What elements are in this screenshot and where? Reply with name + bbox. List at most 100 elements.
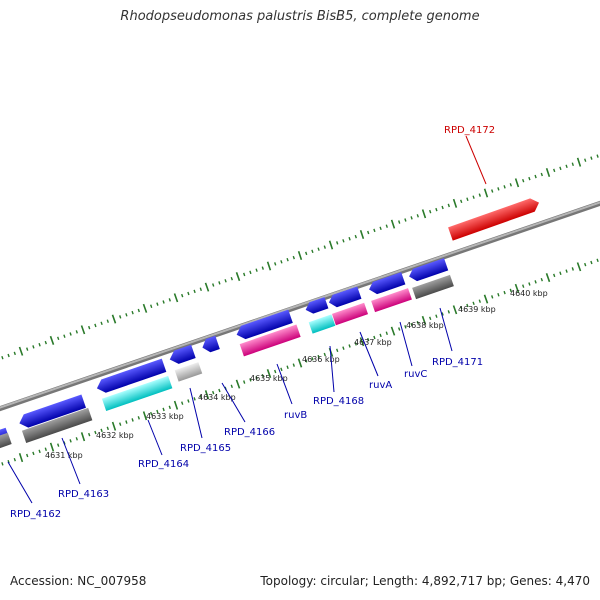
- scale-tick: [286, 365, 289, 370]
- scale-tick: [88, 432, 91, 437]
- scale-tick: [187, 291, 190, 296]
- gene-ruvc[interactable]: [367, 272, 406, 296]
- scale-tick: [545, 273, 551, 283]
- scale-tick: [173, 400, 179, 410]
- kbp-label: 4635 kbp: [250, 374, 288, 383]
- scale-tick: [447, 203, 450, 208]
- scale-tick: [404, 325, 407, 329]
- gene-label-rpd-4164[interactable]: RPD_4164: [138, 459, 189, 470]
- scale-tick: [497, 187, 500, 191]
- scale-tick: [199, 395, 202, 399]
- gene-label-rpd-4171[interactable]: RPD_4171: [432, 357, 483, 368]
- gene-label-rpd-4163[interactable]: RPD_4163: [58, 489, 109, 500]
- scale-tick: [509, 183, 512, 187]
- gene-rpd-4165[interactable]: [167, 344, 196, 366]
- scale-tick: [255, 268, 258, 272]
- scale-tick: [336, 348, 339, 353]
- scale-tick: [218, 388, 221, 393]
- gene-label-ruva[interactable]: ruvA: [369, 380, 392, 391]
- scale-tick: [559, 271, 562, 276]
- scale-tick: [111, 314, 117, 324]
- scale-tick: [491, 295, 494, 299]
- scale-tick: [359, 230, 365, 240]
- gene-label-ruvb[interactable]: ruvB: [284, 410, 307, 421]
- scale-tick: [44, 447, 47, 452]
- scale-tick: [274, 369, 277, 374]
- kbp-labels: 4631 kbp 4632 kbp 4633 kbp 4634 kbp 4635…: [45, 289, 548, 460]
- scale-tick: [125, 313, 128, 317]
- scale-tick: [571, 162, 574, 167]
- scale-tick: [497, 292, 500, 297]
- scale-tick: [305, 251, 308, 256]
- scale-tick: [261, 266, 264, 270]
- scale-tick: [193, 289, 196, 294]
- outer-tick-ring: [1, 154, 599, 360]
- gene-rpd-4168-fwd[interactable]: [304, 297, 329, 316]
- scale-tick: [441, 205, 444, 210]
- scale-tick: [385, 224, 388, 228]
- scale-tick: [342, 346, 345, 350]
- scale-tick: [193, 397, 196, 401]
- scale-tick: [421, 209, 427, 219]
- scale-tick: [199, 287, 202, 292]
- scale-tick: [590, 156, 593, 160]
- scale-tick: [323, 352, 326, 357]
- scale-tick: [571, 267, 574, 271]
- scale-tick: [559, 166, 562, 171]
- scale-tick: [131, 310, 134, 315]
- scale-tick: [472, 301, 475, 306]
- gene-rpd-4171[interactable]: [407, 258, 449, 283]
- gene-label-ruvc[interactable]: ruvC: [404, 369, 427, 380]
- gene-magenta-ruva: [331, 302, 369, 326]
- gene-label-rpd-4166[interactable]: RPD_4166: [224, 427, 275, 438]
- scale-tick: [249, 378, 252, 382]
- scale-tick: [280, 260, 283, 264]
- gene-rpd-4166[interactable]: [200, 335, 220, 354]
- scale-tick: [218, 281, 221, 285]
- gene-rpd-4172[interactable]: [448, 196, 541, 241]
- scale-tick: [373, 335, 376, 340]
- scale-tick: [32, 345, 35, 349]
- scale-tick: [584, 158, 587, 162]
- scale-tick: [379, 333, 382, 338]
- scale-tick: [385, 331, 388, 336]
- scale-tick: [111, 421, 117, 431]
- scale-tick: [212, 390, 215, 395]
- gene-gray-4163: [21, 407, 93, 444]
- scale-tick: [255, 376, 258, 380]
- scale-tick: [466, 303, 469, 308]
- scale-tick: [181, 293, 184, 298]
- scale-tick: [204, 390, 210, 400]
- scale-tick: [94, 430, 97, 435]
- scale-tick: [522, 284, 525, 288]
- gene-label-rpd-4172[interactable]: RPD_4172: [444, 125, 495, 136]
- scale-tick: [483, 188, 489, 198]
- gene-label-rpd-4165[interactable]: RPD_4165: [180, 443, 231, 454]
- gene-ruva[interactable]: [327, 286, 362, 309]
- gene-gray-4165: [174, 362, 203, 382]
- scale-tick: [261, 373, 264, 378]
- scale-tick: [18, 453, 24, 463]
- gene-rpd-4163[interactable]: [17, 394, 86, 430]
- scale-tick: [460, 199, 463, 204]
- scale-tick: [80, 432, 86, 442]
- scale-tick: [466, 197, 469, 202]
- scale-tick: [478, 299, 481, 303]
- gene-label-rpd-4168[interactable]: RPD_4168: [313, 396, 364, 407]
- scale-tick: [460, 305, 463, 310]
- scale-tick: [297, 250, 303, 261]
- scale-tick: [106, 426, 109, 431]
- scale-tick: [142, 411, 148, 421]
- scale-tick: [305, 359, 308, 363]
- scale-tick: [75, 437, 78, 441]
- gene-rpd-4162[interactable]: [0, 427, 10, 449]
- gene-rpd-4164[interactable]: [95, 358, 167, 395]
- scale-tick: [142, 303, 148, 313]
- kbp-label: 4639 kbp: [458, 305, 496, 314]
- scale-tick: [137, 416, 140, 420]
- gene-label-rpd-4162[interactable]: RPD_4162: [10, 509, 61, 520]
- scale-tick: [435, 314, 438, 318]
- gene-ruvb[interactable]: [234, 309, 293, 342]
- scale-tick: [596, 154, 599, 158]
- scale-tick: [235, 272, 241, 282]
